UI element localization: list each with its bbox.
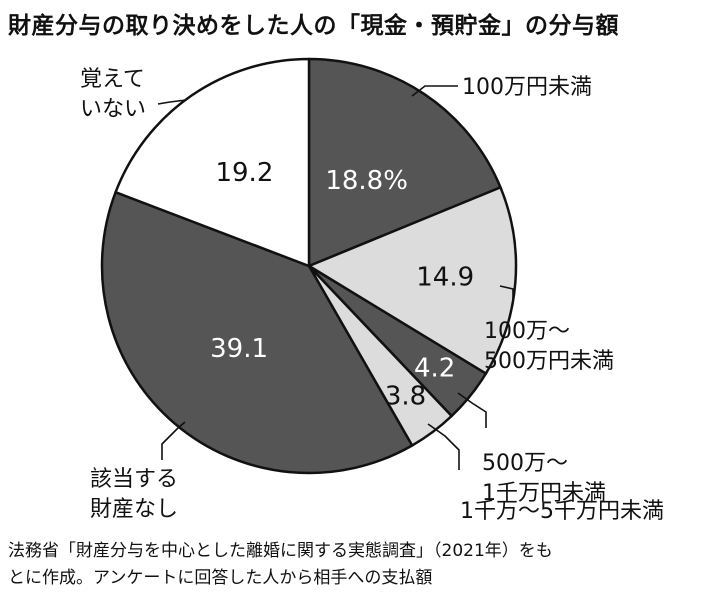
slice-category-label: 覚えて [80, 67, 145, 92]
leader-line [411, 85, 458, 97]
caption-line-2: とに作成。アンケートに回答した人から相手への支払額 [8, 568, 433, 588]
caption-line-1: 法務省「財産分与を中心とした離婚に関する実態調査」（2021年）をも [8, 541, 553, 561]
source-caption: 法務省「財産分与を中心とした離婚に関する実態調査」（2021年）をも とに作成。… [8, 538, 718, 592]
pie-chart: 18.8% 14.9 4.23.8 39.1 19.2 100万円未満 100万～ 500万円… [80, 57, 664, 524]
slice-category-label: 1千万～5千万円未満 [460, 499, 664, 524]
slice-category-label: 500万～ [482, 451, 568, 476]
slice-category-label: 1千万円未満 [482, 481, 606, 506]
slice-value-label: 19.2 [215, 158, 273, 188]
pie-slice [307, 186, 518, 375]
leader-line [157, 99, 187, 105]
slice-value-label: 4.2 [414, 353, 455, 383]
slice-value-label: 14.9 [416, 263, 474, 293]
chart-title: 財産分与の取り決めをした人の「現金・預貯金」の分与額 [8, 13, 619, 39]
slice-value-label: 39.1 [210, 334, 268, 364]
leader-line [161, 421, 186, 460]
slice-value-label: 3.8 [385, 381, 426, 411]
pie-slice [100, 190, 414, 475]
leader-line [499, 285, 514, 303]
pie-slice [307, 57, 502, 268]
leader-line [457, 392, 487, 428]
slice-category-label: 財産なし [90, 497, 178, 522]
pie-slice [114, 57, 311, 268]
leader-line [427, 423, 460, 470]
slice-category-label: 100万円未満 [462, 75, 592, 100]
slice-category-label: 100万～ [484, 319, 570, 344]
slice-value-label: 18.8% [325, 166, 408, 196]
slice-category-label: 500万円未満 [484, 349, 614, 374]
slice-category-label: いない [80, 97, 146, 122]
slice-category-label: 該当する [90, 467, 178, 492]
